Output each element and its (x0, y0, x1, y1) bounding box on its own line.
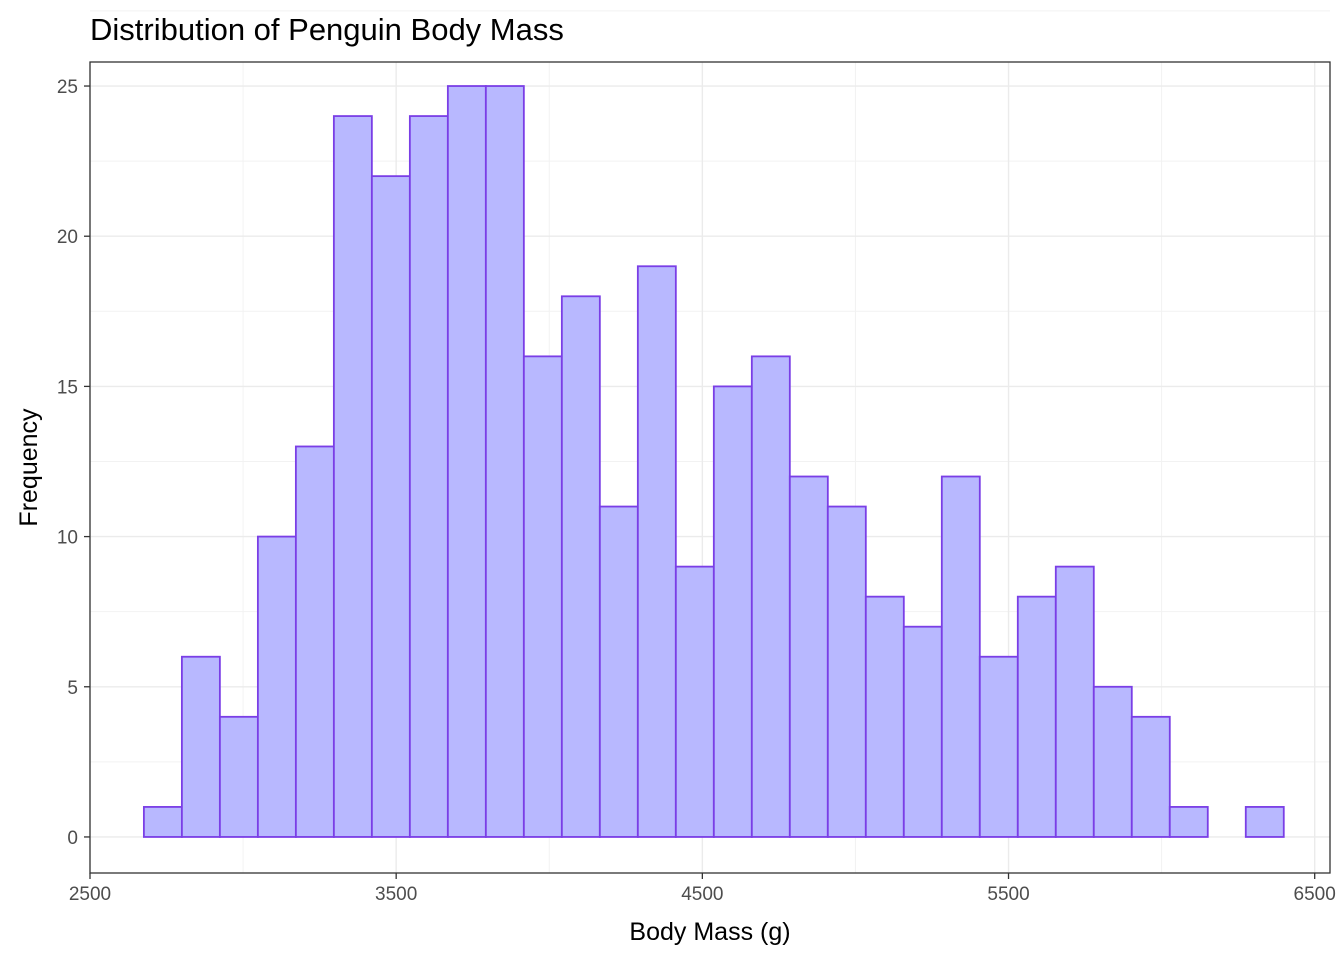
histogram-bar (902, 625, 943, 838)
histogram-bar (1016, 595, 1057, 838)
y-tick-label: 10 (57, 528, 78, 549)
histogram-bar (142, 806, 183, 838)
histogram-bar (180, 655, 221, 838)
y-axis-label: Frequency (15, 408, 43, 527)
histogram-bar (1168, 806, 1209, 838)
histogram-bar (408, 115, 449, 838)
x-tick-label: 2500 (69, 884, 111, 905)
x-axis-label: Body Mass (g) (629, 918, 790, 946)
histogram-bar (1092, 685, 1133, 838)
histogram-bar (598, 505, 639, 838)
histogram-bar (712, 385, 753, 838)
x-tick-label: 3500 (375, 884, 417, 905)
histogram-bar (1054, 565, 1095, 838)
histogram-bar (788, 475, 829, 838)
histogram-bar (826, 505, 867, 838)
histogram-bar (370, 175, 411, 838)
histogram-bar (864, 595, 905, 838)
histogram-bar (750, 355, 791, 838)
x-tick-label: 6500 (1294, 884, 1336, 905)
histogram-bar (294, 445, 335, 838)
plot-border (89, 61, 1331, 874)
x-axis: 2500 3500 4500 5500 6500 (69, 873, 1336, 905)
y-tick-label: 25 (57, 77, 78, 98)
histogram-bar (674, 565, 715, 838)
histogram-bar (256, 535, 297, 838)
y-tick-label: 0 (67, 828, 78, 849)
y-tick-label: 15 (57, 377, 78, 398)
y-axis: 0 5 10 15 20 25 (57, 77, 90, 849)
chart-title: Distribution of Penguin Body Mass (90, 12, 564, 47)
histogram-bar (1244, 806, 1285, 838)
histogram-bar (940, 475, 981, 838)
histogram-bar (560, 295, 601, 838)
histogram-bar (522, 355, 563, 838)
y-tick-label: 20 (57, 227, 78, 248)
histogram-bar (332, 115, 373, 838)
histogram-bars (142, 85, 1285, 838)
x-tick-label: 4500 (681, 884, 723, 905)
histogram-bar (484, 85, 525, 838)
histogram-bar (446, 85, 487, 838)
x-tick-label: 5500 (987, 884, 1029, 905)
histogram-bar (978, 655, 1019, 838)
y-tick-label: 5 (67, 678, 78, 699)
histogram-bar (1130, 715, 1171, 838)
histogram-bar (218, 715, 259, 838)
histogram-bar (636, 265, 677, 838)
